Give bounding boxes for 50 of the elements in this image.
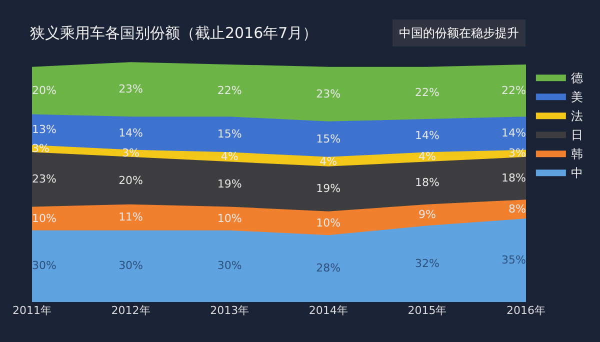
data-label: 10% [316, 216, 341, 230]
data-label: 23% [316, 87, 341, 100]
x-tick-label: 2015年 [408, 304, 447, 317]
legend-label: 美 [570, 90, 583, 104]
data-label: 10% [217, 212, 242, 225]
data-label: 9% [418, 208, 436, 222]
data-label: 19% [217, 177, 242, 190]
data-label: 30% [118, 259, 144, 272]
data-label: 20% [118, 174, 144, 187]
legend-label: 法 [570, 108, 583, 123]
data-label: 15% [316, 132, 341, 146]
chart-title: 狭义乘用车各国别份额（截止2016年7月） [30, 24, 318, 42]
legend-label: 德 [570, 70, 583, 85]
data-label: 32% [414, 256, 440, 270]
data-label: 35% [502, 253, 526, 266]
data-label: 4% [220, 150, 238, 164]
data-label: 13% [32, 122, 56, 136]
x-tick-label: 2016年 [506, 304, 546, 317]
data-label: 4% [320, 154, 338, 168]
data-label: 14% [118, 126, 144, 140]
data-label: 10% [32, 212, 56, 225]
data-label: 3% [122, 146, 140, 160]
x-tick-label: 2014年 [308, 304, 348, 317]
data-label: 22% [414, 86, 440, 100]
text: 中国的份额在稳步提升 [399, 26, 519, 40]
x-tick-label: 2012年 [111, 304, 150, 317]
data-label: 18% [414, 176, 440, 190]
data-label: 3% [508, 146, 526, 160]
data-label: 23% [118, 82, 144, 96]
data-label: 22% [502, 84, 526, 97]
legend-label: 日 [570, 128, 583, 142]
x-tick-label: 2011年 [12, 304, 52, 317]
legend-label: 韩 [570, 146, 583, 161]
data-label: 3% [32, 142, 50, 155]
data-label: 30% [217, 259, 242, 272]
legend-label: 中 [570, 166, 583, 180]
data-label: 18% [502, 171, 526, 184]
data-label: 14% [414, 128, 440, 142]
data-label: 11% [118, 210, 144, 224]
data-label: 19% [316, 182, 341, 196]
data-label: 23% [32, 172, 56, 186]
data-label: 30% [32, 259, 56, 272]
data-label: 4% [418, 150, 436, 164]
data-label: 14% [502, 126, 526, 140]
data-label: 22% [217, 84, 242, 97]
data-label: 20% [32, 84, 56, 97]
data-label: 15% [217, 128, 242, 141]
data-label: 8% [508, 202, 526, 216]
x-tick-label: 2013年 [210, 304, 250, 317]
data-label: 28% [316, 262, 341, 275]
